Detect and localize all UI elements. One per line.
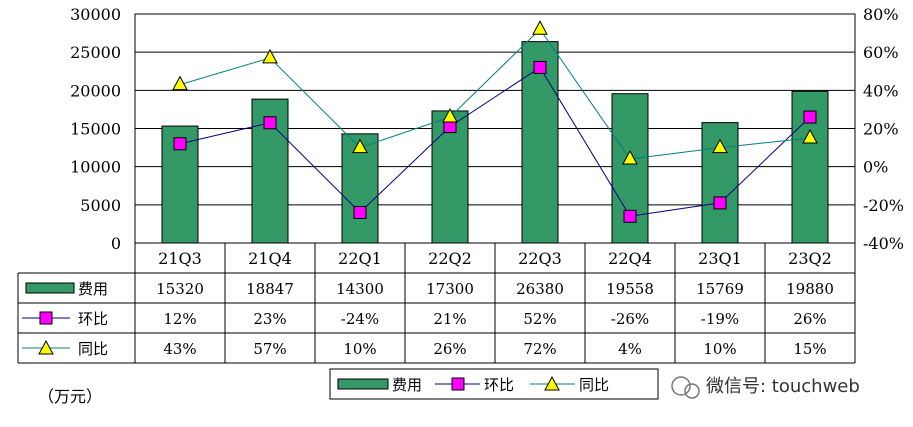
table-cell: 52% <box>523 310 556 328</box>
line-series <box>172 20 818 223</box>
table-cell: 15769 <box>696 280 744 298</box>
x-tick-label: 23Q1 <box>698 249 742 268</box>
y-left-tick-label: 5000 <box>80 196 121 215</box>
bar-series <box>161 41 829 244</box>
table-cell: 72% <box>523 340 556 358</box>
y-left-tick-label: 15000 <box>70 120 121 139</box>
table-cell: 26% <box>433 340 466 358</box>
table-series-name: 环比 <box>78 310 108 328</box>
y-right-tick-label: -40% <box>863 234 904 253</box>
y-right-tick-label: 40% <box>863 81 899 100</box>
table-cell: -26% <box>611 310 649 328</box>
axes: 0 5000 10000 15000 20000 25000 30000 -40% -20% 0%… <box>70 5 904 253</box>
y-left-tick-label: 10000 <box>70 158 121 177</box>
unit-label: （万元） <box>38 387 102 406</box>
y-right-tick-label: 60% <box>863 43 899 62</box>
y-left-tick-label: 20000 <box>70 81 121 100</box>
x-tick-label: 22Q2 <box>428 249 472 268</box>
table-cell: 10% <box>343 340 376 358</box>
table-key-square <box>39 311 53 325</box>
series-line-2 <box>179 28 811 160</box>
table-cell: 12% <box>163 310 196 328</box>
legend-key-bar <box>337 378 389 390</box>
series-line-1 <box>179 66 811 217</box>
point-triangle <box>442 107 458 123</box>
point-square <box>713 196 727 210</box>
point-triangle <box>262 48 278 64</box>
table-cell: 21% <box>433 310 466 328</box>
y-left-tick-label: 25000 <box>70 43 121 62</box>
table-cell: 17300 <box>426 280 474 298</box>
point-square <box>353 205 367 219</box>
wechat-icon <box>671 376 691 396</box>
table-series-name: 同比 <box>78 340 108 358</box>
point-square <box>533 60 547 74</box>
wechat-icon-inner <box>684 383 700 399</box>
data-table: 21Q3 21Q4 22Q1 22Q2 22Q3 22Q4 23Q1 23Q2 费用 15320 1… <box>17 243 856 364</box>
x-tick-label: 21Q4 <box>248 249 292 268</box>
table-cell: 57% <box>253 340 286 358</box>
y-left-tick-label: 30000 <box>70 5 121 24</box>
table-cell: -19% <box>701 310 739 328</box>
point-triangle <box>172 75 188 91</box>
y-right-tick-label: 20% <box>863 120 899 139</box>
table-cell: 23% <box>253 310 286 328</box>
x-tick-label: 21Q3 <box>158 249 202 268</box>
point-triangle <box>802 128 818 144</box>
table-cell: 19558 <box>606 280 654 298</box>
x-tick-label: 23Q2 <box>788 249 832 268</box>
legend: 费用 环比 同比 <box>329 368 659 400</box>
x-tick-label: 22Q1 <box>338 249 382 268</box>
table-cell: 19880 <box>786 280 834 298</box>
legend-key-triangle <box>544 375 560 391</box>
point-square <box>623 209 637 223</box>
x-tick-label: 22Q4 <box>608 249 652 268</box>
legend-label: 费用 <box>392 376 422 394</box>
y-right-tick-label: 80% <box>863 5 899 24</box>
point-square <box>173 137 187 151</box>
table-cell: 15320 <box>156 280 204 298</box>
watermark: 微信号: touchweb <box>671 376 860 399</box>
table-cell: -24% <box>341 310 379 328</box>
table-cell: 4% <box>618 340 642 358</box>
table-series-name: 费用 <box>78 280 108 298</box>
y-left-tick-label: 0 <box>111 234 121 253</box>
table-cell: 14300 <box>336 280 384 298</box>
point-square <box>263 116 277 130</box>
point-triangle <box>532 20 548 35</box>
table-cell: 26380 <box>516 280 564 298</box>
table-cell: 15% <box>793 340 826 358</box>
table-cell: 26% <box>793 310 826 328</box>
legend-key-square <box>451 377 465 391</box>
table-key-bar <box>25 282 75 294</box>
point-triangle <box>352 138 368 154</box>
table-key-triangle <box>38 339 54 355</box>
y-right-tick-label: 0% <box>863 158 888 177</box>
y-right-tick-label: -20% <box>863 196 904 215</box>
point-square <box>803 110 817 124</box>
table-cell: 18847 <box>246 280 294 298</box>
point-triangle <box>712 138 728 154</box>
gridlines <box>135 13 855 206</box>
watermark-text: 微信号: touchweb <box>706 376 860 397</box>
table-cell: 10% <box>703 340 736 358</box>
table-cell: 43% <box>163 340 196 358</box>
legend-label: 环比 <box>484 376 514 394</box>
x-tick-label: 22Q3 <box>518 249 562 268</box>
point-triangle <box>622 149 638 165</box>
legend-label: 同比 <box>579 376 609 394</box>
